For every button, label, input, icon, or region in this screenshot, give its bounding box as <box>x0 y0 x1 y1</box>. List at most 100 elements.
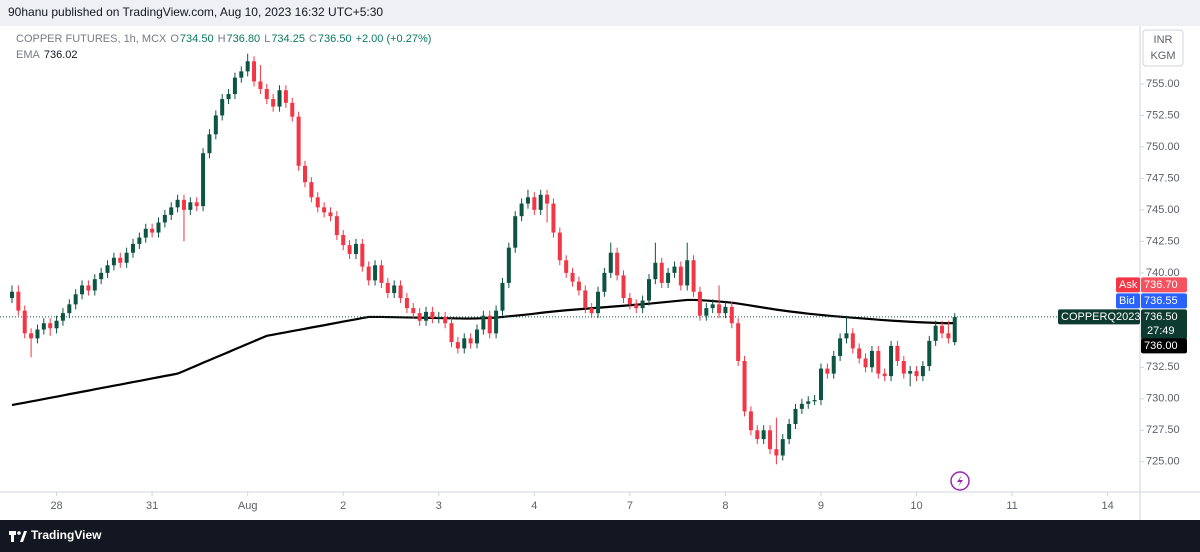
candle-body <box>761 430 766 440</box>
ema-legend-value: 736.02 <box>44 49 78 61</box>
unit: KGM <box>1150 50 1175 62</box>
candle-body <box>175 199 180 208</box>
countdown: 27:49 <box>1147 325 1175 337</box>
y-tick-label: 752.50 <box>1146 109 1180 121</box>
candle-body <box>411 308 416 314</box>
candle-body <box>602 272 607 292</box>
candle-body <box>468 338 473 344</box>
candle-body <box>334 216 339 236</box>
candle-body <box>424 311 429 321</box>
candle-body <box>863 358 868 368</box>
candle-body <box>481 315 486 330</box>
candle-body <box>92 279 97 291</box>
last-price-name-box <box>1058 309 1140 325</box>
alert-bolt[interactable] <box>957 475 963 487</box>
x-tick-label: 11 <box>1006 500 1017 512</box>
candle-body <box>621 275 626 299</box>
candle-body <box>946 333 951 339</box>
candle-body <box>869 350 874 368</box>
candle-body <box>952 316 957 343</box>
last-price-box <box>1141 309 1187 340</box>
candle-body <box>844 333 849 339</box>
candle-body <box>545 194 550 204</box>
candle-body <box>640 300 645 309</box>
footer-bar <box>0 520 1200 552</box>
candle-body <box>207 134 212 154</box>
chart-area <box>0 26 1200 520</box>
candle-body <box>685 260 690 286</box>
candle-body <box>137 237 142 244</box>
last-price-name: COPPERQ2023 <box>1061 311 1140 323</box>
candle-body <box>29 333 34 339</box>
candle-body <box>850 333 855 349</box>
candle-body <box>519 203 524 217</box>
candle-body <box>825 368 830 374</box>
y-tick-label: 732.50 <box>1146 361 1180 373</box>
candle-body <box>857 348 862 359</box>
candle-body <box>143 228 148 238</box>
candle-body <box>328 212 333 217</box>
candle-body <box>710 304 715 309</box>
candle-body <box>303 165 308 183</box>
candle-body <box>774 449 779 456</box>
candle-body <box>557 232 562 261</box>
x-tick-label: 14 <box>1102 500 1114 512</box>
candle-body <box>914 371 919 377</box>
candle-body <box>379 265 384 283</box>
candle-body <box>653 262 658 280</box>
x-tick-label: Aug <box>238 500 258 512</box>
candle-body <box>35 329 40 339</box>
candle-body <box>678 266 683 286</box>
candle-body <box>67 304 72 314</box>
candle-body <box>538 194 543 210</box>
logo-part <box>9 531 16 535</box>
candle-body <box>838 338 843 356</box>
candle-body <box>22 310 27 334</box>
candle-body <box>933 325 938 341</box>
candle-body <box>111 257 116 266</box>
header-bar <box>0 0 1200 26</box>
candle-body <box>226 94 231 100</box>
candle-body <box>430 311 435 319</box>
legend-key: H <box>218 33 226 45</box>
y-tick-label: 740.00 <box>1146 267 1180 279</box>
candle-body <box>271 99 276 107</box>
brand-logo <box>9 531 27 542</box>
alert-icon[interactable] <box>950 471 970 491</box>
legend-value: 734.50 <box>180 33 214 45</box>
candle-body <box>927 340 932 367</box>
candle-body <box>570 272 575 282</box>
y-tick-label: 742.50 <box>1146 235 1180 247</box>
ask-value-box <box>1141 277 1187 293</box>
candle-body <box>80 285 85 295</box>
candle-body <box>596 291 601 314</box>
candle-body <box>373 265 378 281</box>
x-tick-label: 9 <box>818 500 824 512</box>
candle-body <box>589 308 594 314</box>
candle-body <box>252 61 257 82</box>
candle-body <box>194 202 199 207</box>
candle-body <box>889 345 894 377</box>
candle-body <box>290 102 295 117</box>
candle-body <box>697 291 702 316</box>
candle-body <box>882 373 887 377</box>
candle-body <box>347 245 352 254</box>
candle-body <box>322 207 327 213</box>
candle-body <box>9 291 14 299</box>
candle-body <box>239 71 244 78</box>
candle-body <box>73 294 78 305</box>
candle-body <box>736 323 741 362</box>
y-tick-label: 745.00 <box>1146 204 1180 216</box>
candle-body <box>755 430 760 440</box>
y-tick-label: 727.50 <box>1146 424 1180 436</box>
candle-body <box>213 115 218 135</box>
legend-value: 736.50 <box>318 33 352 45</box>
candle-body <box>296 116 301 166</box>
candle-body <box>608 252 613 273</box>
candle-body <box>341 235 346 246</box>
candle-body <box>627 298 632 305</box>
candle-body <box>436 316 441 319</box>
x-tick-label: 8 <box>722 500 728 512</box>
